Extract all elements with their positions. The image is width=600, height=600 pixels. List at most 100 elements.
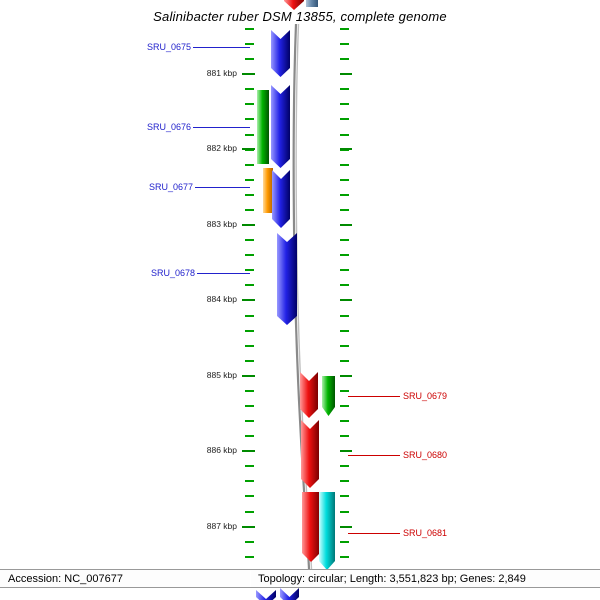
gene-glyph-sru_0675[interactable]	[271, 30, 290, 77]
status-divider	[250, 571, 251, 587]
axis-major-tick-left	[242, 148, 255, 150]
axis-minor-tick-right	[340, 360, 349, 362]
axis-minor-tick-right	[340, 118, 349, 120]
status-accession: Accession: NC_007677	[8, 573, 123, 585]
axis-minor-tick-right	[340, 480, 349, 482]
axis-tick-label: 886 kbp	[206, 445, 237, 455]
axis-minor-tick-left	[245, 345, 254, 347]
axis-minor-tick-right	[340, 390, 349, 392]
axis-tick-label: 883 kbp	[206, 219, 237, 229]
axis-major-tick-right	[340, 148, 352, 150]
axis-minor-tick-right	[340, 194, 349, 196]
gene-label-sru_0681[interactable]: SRU_0681	[403, 528, 448, 538]
axis-minor-tick-right	[340, 435, 349, 437]
axis-minor-tick-right	[340, 420, 349, 422]
axis-minor-tick-right	[340, 209, 349, 211]
gene-label-connector-sru_0680	[348, 455, 400, 456]
axis-minor-tick-right	[340, 330, 349, 332]
axis-minor-tick-right	[340, 541, 349, 543]
axis-minor-tick-left	[245, 269, 254, 271]
axis-minor-tick-right	[340, 315, 349, 317]
axis-major-tick-right	[340, 299, 352, 301]
axis-minor-tick-left	[245, 465, 254, 467]
status-summary: Topology: circular; Length: 3,551,823 bp…	[258, 573, 526, 585]
axis-tick-label: 884 kbp	[206, 294, 237, 304]
genome-title: Salinibacter ruber DSM 13855, complete g…	[153, 9, 447, 24]
axis-minor-tick-left	[245, 315, 254, 317]
gene-label-sru_0676[interactable]: SRU_0676	[146, 122, 191, 132]
gene-glyph-sru_0681[interactable]	[302, 492, 320, 562]
gene-label-connector-sru_0678	[197, 273, 250, 274]
axis-major-tick-right	[340, 450, 352, 452]
axis-minor-tick-left	[245, 360, 254, 362]
gene-glyph-sru_0676[interactable]	[271, 85, 290, 168]
gene-label-sru_0675[interactable]: SRU_0675	[146, 42, 191, 52]
axis-minor-tick-left	[245, 420, 254, 422]
axis-major-tick-left	[242, 73, 255, 75]
axis-minor-tick-left	[245, 239, 254, 241]
gene-glyph-sru_0681-b[interactable]	[319, 492, 335, 570]
axis-minor-tick-right	[340, 164, 349, 166]
axis-minor-tick-left	[245, 43, 254, 45]
axis-major-tick-left	[242, 375, 255, 377]
axis-minor-tick-left	[245, 254, 254, 256]
axis-minor-tick-left	[245, 28, 254, 30]
axis-minor-tick-right	[340, 134, 349, 136]
axis-minor-tick-left	[245, 209, 254, 211]
axis-minor-tick-right	[340, 556, 349, 558]
axis-minor-tick-left	[245, 58, 254, 60]
gene-glyph-sru_0678[interactable]	[277, 233, 297, 325]
gene-label-sru_0678[interactable]: SRU_0678	[150, 268, 195, 278]
axis-minor-tick-right	[340, 284, 349, 286]
axis-tick-label: 882 kbp	[206, 143, 237, 153]
axis-minor-tick-right	[340, 254, 349, 256]
axis-minor-tick-right	[340, 465, 349, 467]
gene-glyph-partial-top-steel[interactable]	[306, 0, 318, 7]
gene-label-connector-sru_0675	[193, 47, 250, 48]
axis-minor-tick-right	[340, 239, 349, 241]
axis-minor-tick-right	[340, 511, 349, 513]
axis-minor-tick-right	[340, 269, 349, 271]
gene-label-sru_0677[interactable]: SRU_0677	[148, 182, 193, 192]
gene-glyph-sru_0679-b[interactable]	[322, 376, 335, 416]
axis-minor-tick-left	[245, 149, 254, 151]
axis-minor-tick-left	[245, 405, 254, 407]
axis-major-tick-right	[340, 73, 352, 75]
axis-major-tick-right	[340, 526, 352, 528]
axis-major-tick-right	[340, 224, 352, 226]
axis-minor-tick-left	[245, 164, 254, 166]
gene-glyph-sru_0676-b[interactable]	[257, 90, 269, 164]
gene-glyph-partial-top-red[interactable]	[284, 0, 304, 10]
gene-glyph-partial-bottom-1[interactable]	[256, 590, 276, 600]
gene-glyph-sru_0677-b[interactable]	[263, 168, 273, 213]
axis-tick-label: 881 kbp	[206, 68, 237, 78]
status-bar: Accession: NC_007677 Topology: circular;…	[0, 569, 600, 588]
axis-minor-tick-right	[340, 495, 349, 497]
axis-minor-tick-left	[245, 556, 254, 558]
axis-minor-tick-right	[340, 58, 349, 60]
axis-major-tick-right	[340, 375, 352, 377]
axis-minor-tick-left	[245, 134, 254, 136]
gene-label-sru_0679[interactable]: SRU_0679	[403, 391, 448, 401]
axis-minor-tick-right	[340, 149, 349, 151]
axis-minor-tick-left	[245, 103, 254, 105]
axis-minor-tick-right	[340, 345, 349, 347]
gene-glyph-partial-bottom-2[interactable]	[280, 588, 299, 600]
gene-label-connector-sru_0676	[193, 127, 250, 128]
axis-minor-tick-left	[245, 330, 254, 332]
axis-minor-tick-left	[245, 118, 254, 120]
axis-minor-tick-left	[245, 179, 254, 181]
axis-minor-tick-left	[245, 480, 254, 482]
gene-glyph-sru_0680[interactable]	[301, 420, 319, 488]
gene-label-sru_0680[interactable]: SRU_0680	[403, 450, 448, 460]
axis-major-tick-left	[242, 299, 255, 301]
axis-minor-tick-left	[245, 541, 254, 543]
gene-label-connector-sru_0681	[348, 533, 400, 534]
gene-glyph-sru_0677[interactable]	[272, 170, 290, 228]
axis-major-tick-left	[242, 224, 255, 226]
axis-tick-label: 887 kbp	[206, 521, 237, 531]
axis-minor-tick-right	[340, 405, 349, 407]
gene-glyph-sru_0679[interactable]	[300, 372, 318, 418]
